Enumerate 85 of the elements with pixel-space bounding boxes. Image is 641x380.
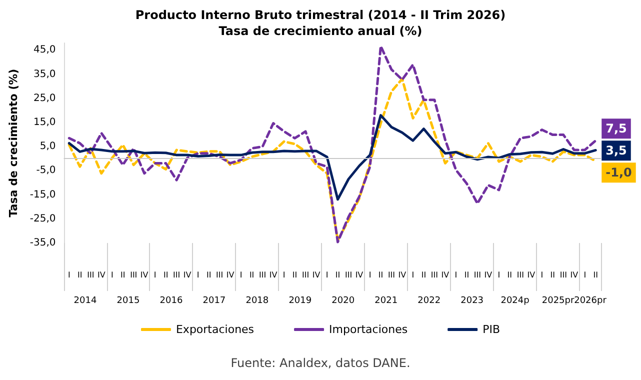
data-label: 7,5 [606,122,627,136]
chart-title: Producto Interno Bruto trimestral (2014 - II Trim 2026) [135,8,506,22]
x-tick-label: III [474,270,481,280]
y-tick-label: 45,0 [34,44,56,56]
y-tick-label: 25,0 [34,92,56,104]
x-tick-label: II [206,270,212,280]
y-tick-label: 15,0 [34,117,56,128]
y-tick-label: -25,0 [30,213,56,224]
y-tick-label: -15,0 [30,189,56,200]
x-tick-label: II [78,270,82,280]
x-tick-label: I [584,270,586,280]
data-label: 3,5 [606,144,627,158]
x-tick-label: IV [226,270,235,280]
x-tick-label: II [550,270,556,280]
y-tick-label: -5,0 [36,165,56,176]
y-tick-label: -35,0 [30,238,56,248]
y-tick-label: 5,0 [40,141,56,152]
x-tick-label: IV [355,270,364,280]
x-tick-label: II [464,270,470,280]
legend-label: PIB [482,323,500,336]
x-tick-label: IV [527,270,536,280]
text: 2016 [160,296,183,306]
x-tick-label: III [216,270,224,280]
text: 2021 [374,296,398,306]
x-tick-label: I [498,270,500,280]
x-tick-label: I [326,270,328,280]
line-series [68,114,597,201]
x-tick-label: I [68,270,70,280]
x-tick-label: I [110,270,114,280]
x-tick-label: IV [312,270,321,280]
x-tick-label: I [196,270,200,280]
x-tick-label: III [388,270,396,280]
legend-label: Importaciones [329,323,408,336]
x-tick-label: I [540,270,544,280]
x-tick-label: IV [570,270,579,280]
x-tick-label: IV [269,270,278,280]
chart-subtitle: Tasa de crecimiento anual (%) [218,24,422,38]
x-tick-label: III [344,270,352,280]
line-series [68,78,597,242]
x-tick-label: I [368,270,372,280]
text: 2020 [332,296,355,306]
text: 2015 [116,296,140,306]
text: 2025pr [542,296,574,306]
x-tick-label: II [593,270,598,280]
x-tick-label: IV [398,270,407,280]
x-tick-label: III [87,270,94,280]
legend-label: Exportaciones [176,323,254,336]
x-tick-label: I [454,270,458,280]
x-tick-label: II [507,270,512,280]
x-tick-label: IV [183,270,192,280]
x-tick-label: III [173,270,180,280]
text: 2019 [288,296,312,306]
x-tick-label: II [421,270,426,280]
x-tick-label: I [412,270,414,280]
x-tick-label: III [560,270,567,280]
y-tick-label: 35,0 [34,68,56,80]
x-tick-label: II [163,270,168,280]
x-tick-label: I [240,270,242,280]
text: 2023 [460,296,484,306]
y-axis-title: Tasa de crecimiento (%) [7,68,20,218]
text: 2022 [418,296,441,306]
x-tick-label: IV [441,270,450,280]
source-note: Fuente: Analdex, datos DANE. [230,356,410,370]
x-tick-label: II [292,270,298,280]
x-tick-label: III [302,270,310,280]
data-label: -1,0 [606,166,632,180]
x-tick-label: III [130,270,138,280]
line-series [68,44,597,244]
x-tick-label: IV [97,270,106,280]
text: 2018 [246,296,269,306]
x-tick-label: III [430,270,438,280]
text: 2014 [74,296,97,306]
x-tick-label: II [378,270,384,280]
x-tick-label: II [120,270,126,280]
x-tick-label: IV [140,270,149,280]
x-tick-label: II [335,270,340,280]
text: 2026pr [574,296,607,306]
x-tick-label: III [516,270,524,280]
x-tick-label: I [154,270,156,280]
x-tick-label: III [259,270,266,280]
x-tick-label: I [282,270,286,280]
text: 2017 [202,296,226,306]
x-tick-label: II [249,270,254,280]
text: 2024p [500,296,530,306]
x-tick-label: IV [484,270,493,280]
